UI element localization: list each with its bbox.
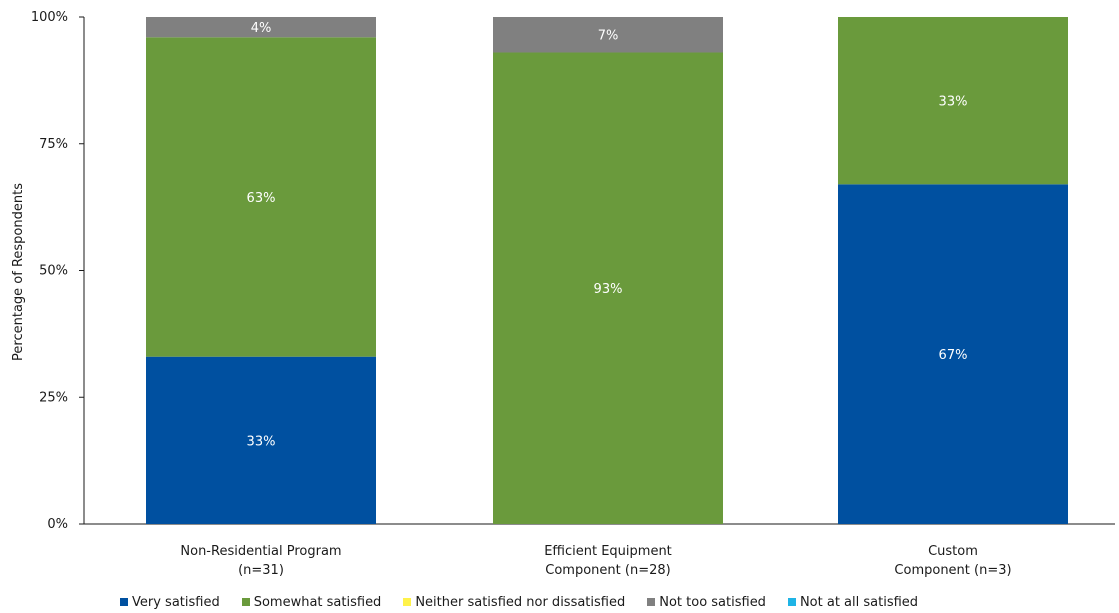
legend-item: Not too satisfied: [647, 595, 766, 610]
legend-item: Very satisfied: [120, 595, 220, 610]
y-tick-label: 0%: [47, 517, 68, 532]
legend-swatch: [787, 598, 796, 606]
data-label: 4%: [251, 21, 272, 36]
y-tick-label: 75%: [39, 137, 68, 152]
legend: Very satisfied Somewhat satisfied Neither …: [120, 593, 918, 611]
bar-segment-not-too-satisfied: [146, 17, 376, 38]
y-tick-label: 25%: [39, 390, 68, 405]
data-label: 93%: [594, 282, 623, 297]
data-label: 63%: [247, 191, 276, 206]
bar-segment-very-satisfied: [146, 356, 376, 524]
plot-area: 0% 25% 50% 75% 100% 33% 63% 4% Non-Residential P…: [31, 10, 1115, 578]
bar-segment-not-too-satisfied: [493, 17, 723, 53]
data-label: 7%: [598, 29, 619, 44]
legend-item: Somewhat satisfied: [241, 594, 382, 610]
bar-segment-somewhat-satisfied: [493, 52, 723, 525]
stacked-bar-chart: 0% 25% 50% 75% 100% 33% 63% 4% Non-Residential P…: [11, 10, 1115, 578]
bar-segment-somewhat-satisfied: [146, 37, 376, 357]
legend-label: Very satisfied: [132, 594, 220, 610]
legend-label: Neither satisfied nor dissatisfied: [415, 594, 626, 610]
legend-label: Not too satisfied: [659, 594, 766, 610]
legend-item: Neither satisfied nor dissatisfied: [403, 595, 625, 610]
x-category-label: Component (n=28): [545, 563, 670, 578]
bar-segment-very-satisfied: [838, 184, 1068, 524]
x-category-label: (n=31): [238, 563, 284, 578]
x-category-label: Component (n=3): [894, 563, 1011, 578]
data-label: 33%: [939, 95, 968, 110]
legend-item: Not at all satisfied: [787, 594, 919, 610]
y-axis-label: Percentage of Respondents: [11, 183, 26, 361]
legend-swatch: [403, 598, 412, 606]
x-category-label: Custom: [928, 544, 978, 559]
legend-label: Somewhat satisfied: [253, 594, 382, 610]
x-category-label: Efficient Equipment: [544, 544, 672, 559]
legend-swatch: [241, 598, 250, 606]
legend-swatch: [120, 598, 128, 606]
bar-segment-somewhat-satisfied: [838, 17, 1068, 185]
legend-swatch: [647, 598, 656, 606]
y-tick-label: 100%: [31, 10, 68, 25]
x-category-label: Non-Residential Program: [180, 544, 341, 559]
data-label: 67%: [939, 348, 968, 363]
data-label: 33%: [247, 434, 276, 449]
y-tick-label: 50%: [39, 264, 68, 279]
legend-label: Not at all satisfied: [799, 594, 919, 610]
